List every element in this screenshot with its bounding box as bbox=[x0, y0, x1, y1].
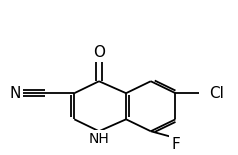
Text: F: F bbox=[171, 137, 180, 153]
Text: N: N bbox=[10, 86, 21, 101]
Text: NH: NH bbox=[89, 132, 109, 146]
Text: O: O bbox=[93, 45, 105, 60]
Text: Cl: Cl bbox=[210, 86, 224, 101]
